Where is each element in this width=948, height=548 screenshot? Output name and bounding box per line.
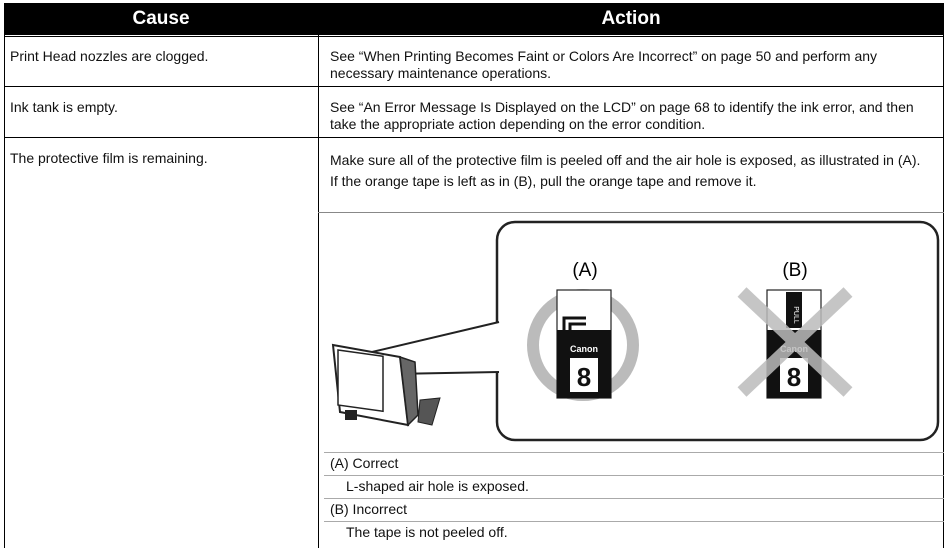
header-cause: Cause xyxy=(4,3,318,35)
border xyxy=(4,36,944,37)
callout-line xyxy=(371,321,500,353)
label: (B) xyxy=(782,260,807,281)
separator xyxy=(324,452,944,453)
number: 8 xyxy=(787,362,801,392)
brand: Canon xyxy=(570,344,598,354)
note-text: The tape is not peeled off. xyxy=(346,524,508,540)
separator xyxy=(324,475,944,476)
border xyxy=(318,212,944,213)
action: See “When Printing Becomes Faint or Colo… xyxy=(330,48,878,81)
cause: The protective film is remaining. xyxy=(10,150,208,166)
number: 8 xyxy=(577,362,591,392)
label: (A) xyxy=(572,260,597,281)
note-label: (B) Incorrect xyxy=(330,501,408,517)
border xyxy=(943,3,944,548)
separator xyxy=(324,498,944,499)
action: Make sure all of the protective film is … xyxy=(330,152,921,189)
note-text: L-shaped air hole is exposed. xyxy=(346,478,529,494)
tape-label: PULL xyxy=(792,306,799,324)
cartridge xyxy=(331,343,441,427)
cause: Print Head nozzles are clogged. xyxy=(10,48,209,64)
cause: Ink tank is empty. xyxy=(10,99,118,115)
separator xyxy=(324,521,944,522)
note-label: (A) Correct xyxy=(330,455,399,471)
incorrect-mark xyxy=(737,287,853,397)
action: See “An Error Message Is Displayed on th… xyxy=(330,99,914,132)
border xyxy=(318,3,319,548)
border xyxy=(4,137,944,138)
border xyxy=(4,3,5,548)
ink-tank-a: Canon 8 xyxy=(556,289,612,399)
header-action: Action xyxy=(318,3,944,35)
border xyxy=(4,86,944,87)
